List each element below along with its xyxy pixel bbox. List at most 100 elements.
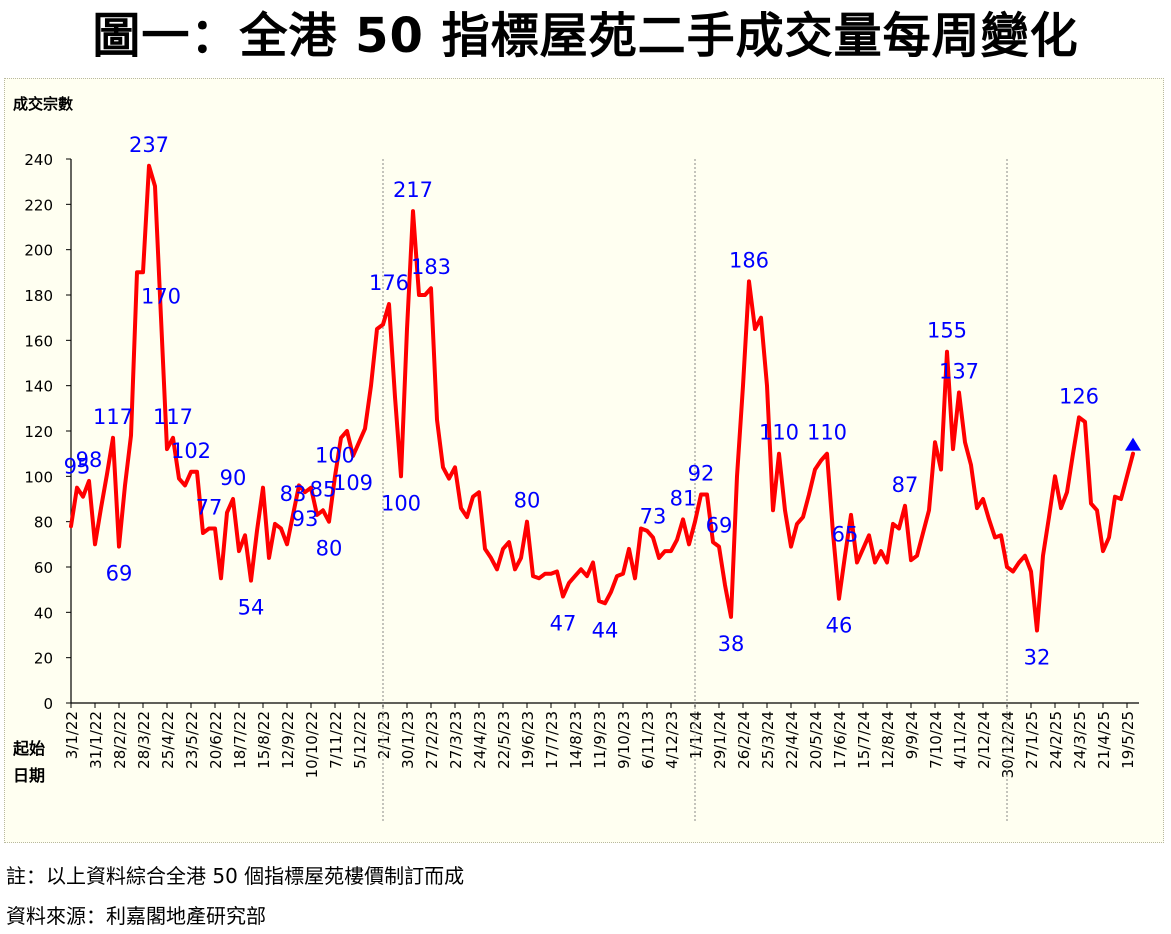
x-tick-label: 22/4/24 (783, 711, 801, 769)
series-line (69, 163, 1135, 633)
data-label: 186 (729, 248, 769, 272)
data-label: 46 (826, 614, 853, 638)
data-label: 81 (670, 486, 697, 510)
data-label: 126 (1059, 384, 1099, 408)
x-tick-label: 29/1/24 (711, 711, 729, 769)
y-tick-label: 220 (24, 196, 53, 214)
data-label: 73 (640, 505, 667, 529)
data-label: 183 (411, 255, 451, 279)
x-tick-label: 4/12/23 (663, 711, 681, 769)
x-tick-label: 9/9/24 (903, 711, 921, 759)
x-tick-label: 18/7/22 (231, 711, 249, 769)
x-tick-label: 30/1/23 (399, 711, 417, 769)
data-label: 83 (280, 482, 307, 506)
x-tick-label: 20/5/24 (807, 711, 825, 769)
y-tick-label: 240 (24, 151, 53, 169)
x-tick-label: 25/4/22 (159, 711, 177, 769)
x-tick-label: 1/1/24 (687, 711, 705, 759)
y-tick-label: 200 (24, 242, 53, 260)
data-label: 155 (927, 319, 967, 343)
data-label: 47 (550, 611, 577, 635)
data-label: 100 (381, 491, 421, 515)
data-label: 98 (76, 448, 103, 472)
y-tick-label: 180 (24, 287, 53, 305)
x-tick-label: 28/2/22 (111, 711, 129, 769)
x-tick-label: 25/3/24 (759, 711, 777, 769)
data-label: 92 (688, 461, 715, 485)
x-tick-label: 11/9/23 (591, 711, 609, 769)
x-tick-label: 17/7/23 (543, 711, 561, 769)
data-label: 69 (706, 514, 733, 538)
line-chart: 0 20 40 60 80 100 120 140 160 180 200 220 240 成交宗數起始日… (12, 95, 1141, 823)
data-label: 102 (171, 439, 211, 463)
y-tick-label: 60 (34, 559, 53, 577)
x-tick-label: 12/8/24 (879, 711, 897, 769)
x-tick-label: 26/2/24 (735, 711, 753, 769)
x-tick-label: 6/11/23 (639, 711, 657, 769)
x-tick-label: 31/1/22 (87, 711, 105, 769)
x-tick-label: 30/12/24 (999, 711, 1017, 778)
x-axis-title: 起始 (12, 739, 45, 758)
y-tick-label: 140 (24, 378, 53, 396)
y-tick-label: 40 (34, 604, 53, 622)
end-marker (1125, 437, 1141, 451)
x-tick-label: 4/11/24 (951, 711, 969, 769)
x-tick-label: 28/3/22 (135, 711, 153, 769)
data-label: 109 (333, 471, 373, 495)
data-label: 137 (939, 359, 979, 383)
x-tick-label: 15/8/22 (255, 711, 273, 769)
x-tick-label: 3/1/22 (63, 711, 81, 759)
x-tick-label: 19/5/25 (1119, 711, 1137, 769)
data-label: 38 (718, 632, 745, 656)
x-axis-title: 日期 (13, 766, 45, 785)
source-note: 資料來源：利嘉閣地產研究部 (6, 904, 266, 928)
data-label: 90 (220, 466, 247, 490)
x-tick-label: 14/8/23 (567, 711, 585, 769)
data-label: 100 (315, 443, 355, 467)
data-label: 65 (832, 523, 859, 547)
footnote: 註：以上資料綜合全港 50 個指標屋苑樓價制訂而成 (6, 864, 465, 888)
x-tick-label: 2/12/24 (975, 711, 993, 769)
data-label: 77 (196, 495, 223, 519)
x-tick-label: 23/5/22 (183, 711, 201, 769)
data-label: 176 (369, 271, 409, 295)
x-tick-label: 20/6/22 (207, 711, 225, 769)
data-label: 32 (1024, 645, 1051, 669)
x-tick-label: 24/4/23 (471, 711, 489, 769)
y-tick-label: 160 (24, 332, 53, 350)
y-tick-label: 100 (24, 468, 53, 486)
x-tick-label: 27/1/25 (1023, 711, 1041, 769)
x-tick-label: 7/10/24 (927, 711, 945, 769)
x-tick-label: 24/2/25 (1047, 711, 1065, 769)
data-label: 117 (153, 405, 193, 429)
data-label: 110 (759, 421, 799, 445)
x-tick-label: 2/1/23 (375, 711, 393, 759)
x-tick-label: 15/7/24 (855, 711, 873, 769)
y-tick-label: 0 (43, 695, 53, 713)
data-label: 93 (292, 507, 319, 531)
x-tick-label: 24/3/25 (1071, 711, 1089, 769)
data-label: 170 (141, 285, 181, 309)
data-label: 217 (393, 178, 433, 202)
data-label: 237 (129, 133, 169, 157)
x-tick-label: 5/12/22 (351, 711, 369, 769)
x-tick-label: 27/3/23 (447, 711, 465, 769)
data-label: 44 (592, 618, 619, 642)
data-label: 110 (807, 421, 847, 445)
data-label: 85 (310, 477, 337, 501)
x-tick-label: 17/6/24 (831, 711, 849, 769)
data-label: 69 (106, 562, 133, 586)
x-tick-label: 22/5/23 (495, 711, 513, 769)
x-tick-label: 10/10/22 (303, 711, 321, 778)
y-tick-label: 120 (24, 423, 53, 441)
x-tick-label: 9/10/23 (615, 711, 633, 769)
data-label: 80 (316, 537, 343, 561)
chart-frame: 0 20 40 60 80 100 120 140 160 180 200 220 240 成交宗數 起始日… (4, 78, 1164, 843)
data-label: 80 (514, 489, 541, 513)
y-tick-label: 20 (34, 650, 53, 668)
y-tick-label: 80 (34, 514, 53, 532)
x-tick-label: 21/4/25 (1095, 711, 1113, 769)
x-tick-label: 7/11/22 (327, 711, 345, 769)
x-tick-label: 12/9/22 (279, 711, 297, 769)
data-label: 117 (93, 405, 133, 429)
